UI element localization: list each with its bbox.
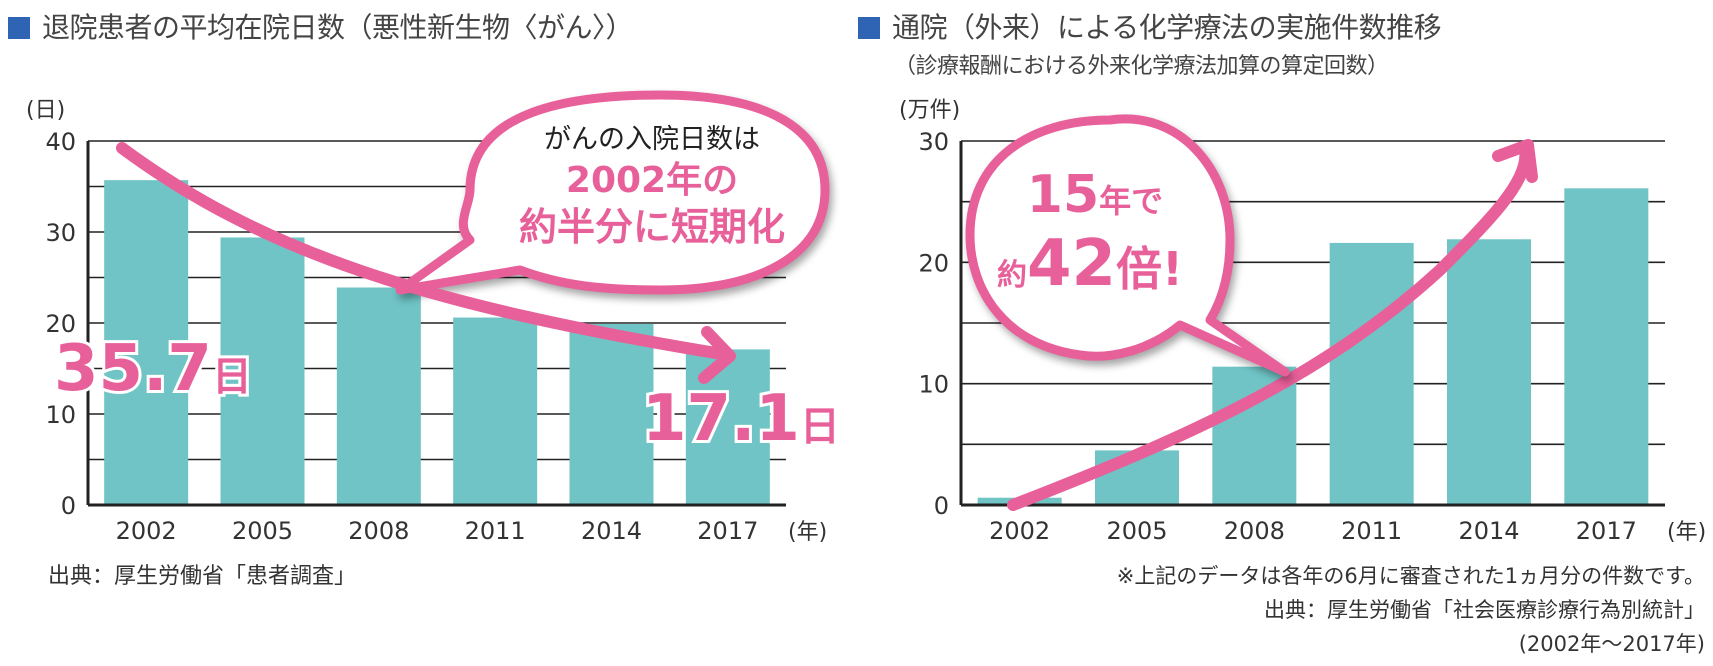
title-square-icon bbox=[858, 17, 880, 39]
left-chart-title: 退院患者の平均在院日数（悪性新生物〈がん〉） bbox=[42, 11, 634, 44]
x-axis-unit: (年) bbox=[788, 520, 827, 545]
trend-arrow-line bbox=[1007, 144, 1532, 511]
bubble-text-line3: 約半分に短期化 bbox=[519, 205, 785, 249]
y-tick-label: 30 bbox=[918, 128, 949, 156]
start-value: 35.7 bbox=[54, 332, 212, 406]
end-value: 17.1 bbox=[642, 382, 800, 456]
right-chart-period: (2002年〜2017年) bbox=[1518, 632, 1705, 656]
trend-arrow-line bbox=[116, 142, 734, 361]
trend-arrow-head-icon bbox=[1492, 139, 1538, 183]
bar-2017 bbox=[1564, 188, 1649, 505]
right-chart-note: ※上記のデータは各年の6月に審査された1ヵ月分の件数です。 bbox=[1116, 564, 1705, 588]
x-tick-label: 2014 bbox=[1458, 517, 1519, 545]
x-axis-unit: (年) bbox=[1667, 520, 1706, 545]
y-tick-label: 30 bbox=[45, 219, 76, 247]
x-tick-label: 2005 bbox=[1106, 517, 1167, 545]
x-tick-label: 2014 bbox=[581, 517, 642, 545]
bubble-about-text: 約 bbox=[997, 258, 1027, 293]
start-unit: 日 bbox=[212, 354, 252, 400]
left-chart-panel: 退院患者の平均在院日数（悪性新生物〈がん〉） 2002 2005 2008 2011 2… bbox=[0, 0, 850, 666]
x-tick-label: 2008 bbox=[1224, 517, 1285, 545]
bar-2014 bbox=[569, 323, 654, 505]
y-axis-unit: (万件) bbox=[899, 98, 960, 123]
title-square-icon bbox=[8, 17, 30, 39]
bubble-times-text: 倍! bbox=[1116, 242, 1183, 296]
left-chart-svg: 2002 2005 2008 2011 2014 2017 0 10 20 30 40 (日) (年) が… bbox=[26, 90, 843, 545]
bar-2014 bbox=[1447, 239, 1531, 505]
y-tick-label: 0 bbox=[934, 492, 949, 520]
bubble-text-line2: 2002年の bbox=[566, 160, 738, 201]
right-chart-source: 出典：厚生労働省「社会医療診療行為別統計」 bbox=[1264, 598, 1705, 622]
end-value-label: 17.1日 bbox=[642, 382, 840, 456]
bar-2008 bbox=[336, 287, 421, 505]
x-tick-label: 2002 bbox=[116, 517, 177, 545]
left-chart-source: 出典：厚生労働省「患者調査」 bbox=[48, 564, 357, 589]
y-tick-label: 20 bbox=[918, 249, 949, 277]
end-unit: 日 bbox=[800, 404, 840, 450]
speech-bubble bbox=[965, 114, 1290, 377]
x-tick-label: 2017 bbox=[1576, 517, 1637, 545]
bar-2011 bbox=[453, 317, 538, 505]
right-chart-panel: 通院（外来）による化学療法の実施件数推移 （診療報酬における外来化学療法加算の算… bbox=[850, 0, 1713, 666]
bubble-multiplier-number: 42 bbox=[1027, 227, 1116, 301]
bubble-years-number: 15 bbox=[1027, 165, 1099, 225]
bubble-text-line2: 約42倍! bbox=[997, 227, 1183, 301]
x-tick-label: 2011 bbox=[1341, 517, 1402, 545]
bar-2011 bbox=[1329, 242, 1414, 506]
bar-2005 bbox=[220, 237, 305, 505]
x-tick-label: 2008 bbox=[348, 517, 409, 545]
x-tick-label: 2017 bbox=[697, 517, 758, 545]
left-chart-title-row: 退院患者の平均在院日数（悪性新生物〈がん〉） bbox=[8, 6, 634, 46]
x-tick-label: 2005 bbox=[232, 517, 293, 545]
right-chart-title: 通院（外来）による化学療法の実施件数推移 bbox=[892, 11, 1442, 44]
right-chart-title-row: 通院（外来）による化学療法の実施件数推移 bbox=[858, 6, 1442, 46]
trend-arrow-head-icon bbox=[698, 326, 736, 384]
y-tick-label: 10 bbox=[45, 401, 76, 429]
y-tick-label: 10 bbox=[918, 371, 949, 399]
y-axis-unit: (日) bbox=[26, 98, 65, 123]
bar-2002 bbox=[104, 180, 189, 505]
y-tick-label: 0 bbox=[61, 492, 76, 520]
right-chart-svg: 2002 2005 2008 2011 2014 2017 0 10 20 30 (万件) (年) 15… bbox=[899, 98, 1706, 545]
bubble-text-line1: 15年で bbox=[1027, 165, 1163, 225]
x-tick-label: 2002 bbox=[989, 517, 1050, 545]
start-value-label: 35.7日 bbox=[54, 332, 252, 406]
y-tick-label: 20 bbox=[45, 310, 76, 338]
y-tick-label: 40 bbox=[45, 128, 76, 156]
speech-bubble bbox=[395, 90, 830, 295]
bubble-text-line1: がんの入院日数は bbox=[544, 124, 760, 155]
x-tick-label: 2011 bbox=[465, 517, 526, 545]
bubble-years-text: 年で bbox=[1099, 182, 1163, 220]
right-chart-subtitle: （診療報酬における外来化学療法加算の算定回数） bbox=[894, 54, 1389, 79]
